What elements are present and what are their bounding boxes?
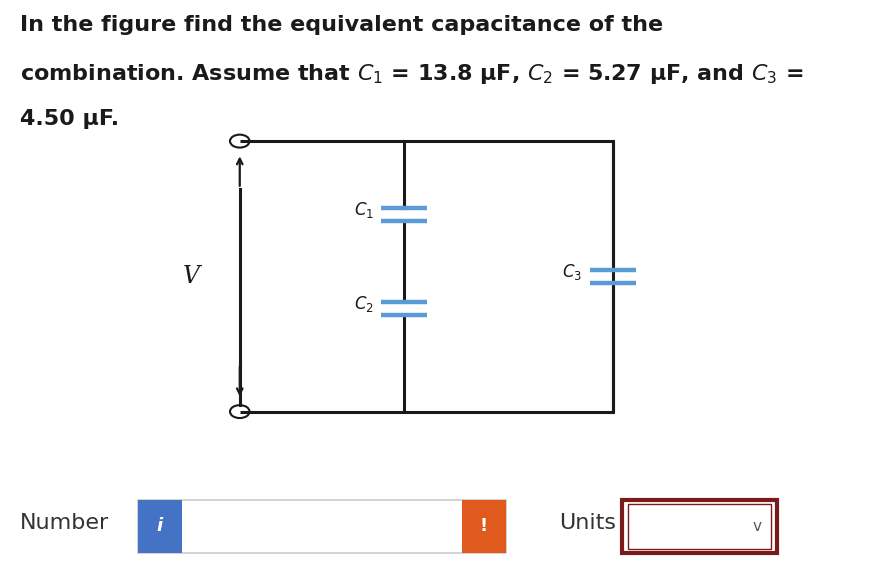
- Text: V: V: [182, 265, 200, 288]
- Text: v: v: [753, 519, 762, 534]
- Text: !: !: [480, 517, 488, 535]
- Text: combination. Assume that $C_1$ = 13.8 μF, $C_2$ = 5.27 μF, and $C_3$ =: combination. Assume that $C_1$ = 13.8 μF…: [20, 62, 803, 86]
- Text: $C_3$: $C_3$: [562, 262, 583, 282]
- Bar: [462, 500, 506, 553]
- Bar: [622, 500, 777, 553]
- Text: In the figure find the equivalent capacitance of the: In the figure find the equivalent capaci…: [20, 15, 662, 35]
- Bar: [138, 500, 182, 553]
- Text: Units: Units: [559, 513, 616, 533]
- Text: Number: Number: [20, 513, 109, 533]
- Bar: [138, 500, 506, 553]
- Text: $C_1$: $C_1$: [353, 200, 374, 220]
- Text: 4.50 μF.: 4.50 μF.: [20, 109, 119, 129]
- Text: i: i: [157, 517, 163, 535]
- Bar: [628, 504, 771, 549]
- Text: $C_2$: $C_2$: [354, 294, 374, 314]
